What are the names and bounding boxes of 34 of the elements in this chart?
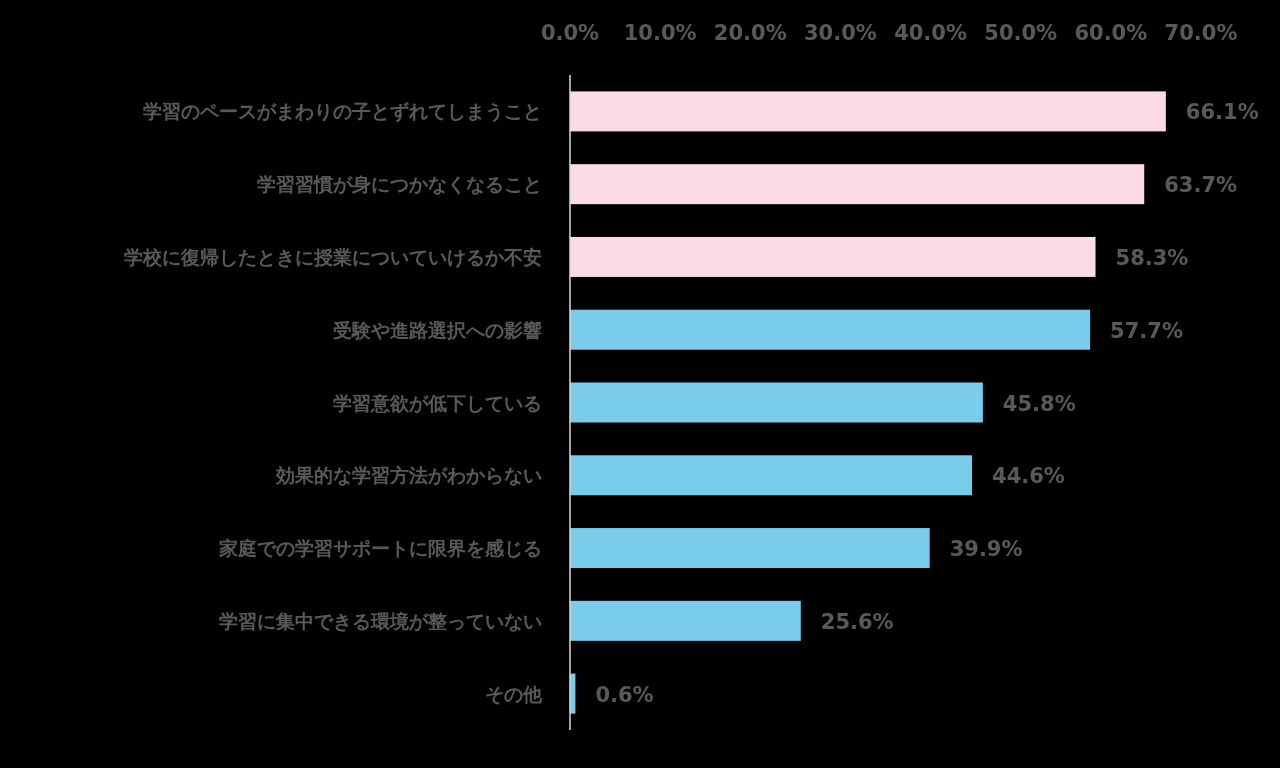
data-label: 63.7% <box>1164 173 1238 198</box>
x-tick-label: 0.0% <box>540 21 600 45</box>
y-tick-label: 受験や進路選択への影響 <box>333 318 542 341</box>
bar <box>570 309 1091 350</box>
x-tick-label: 60.0% <box>1074 21 1148 45</box>
data-label: 66.1% <box>1185 100 1259 125</box>
data-label: 44.6% <box>992 464 1065 489</box>
bar <box>570 455 973 496</box>
bar <box>570 382 983 423</box>
x-tick-label: 10.0% <box>623 21 697 45</box>
bar <box>570 528 930 569</box>
y-tick-label: 効果的な学習方法がわからない <box>275 464 542 487</box>
bar <box>570 236 1096 277</box>
bar <box>570 600 801 641</box>
y-tick-label: 学習に集中できる環境が整っていない <box>219 609 542 632</box>
bar <box>570 91 1166 132</box>
y-tick-label: 学校に復帰したときに授業についていけるか不安 <box>124 245 542 268</box>
data-label: 45.8% <box>1002 391 1076 416</box>
y-tick-label: 学習意欲が低下している <box>333 391 542 414</box>
y-tick-label: 学習のペースがまわりの子とずれてしまうこと <box>143 100 542 124</box>
data-label: 58.3% <box>1115 245 1189 270</box>
x-tick-label: 70.0% <box>1164 21 1238 45</box>
x-tick-label: 50.0% <box>984 21 1058 45</box>
data-label: 57.7% <box>1110 318 1183 343</box>
y-tick-label: 学習習慣が身につかなくなること <box>257 173 542 196</box>
data-label: 39.9% <box>949 537 1023 562</box>
x-tick-label: 20.0% <box>713 21 787 45</box>
y-tick-label: その他 <box>485 682 543 705</box>
x-tick-label: 40.0% <box>894 21 967 45</box>
y-tick-label: 家庭での学習サポートに限界を感じる <box>218 537 542 560</box>
data-label: 0.6% <box>595 682 654 707</box>
x-tick-label: 30.0% <box>804 21 877 45</box>
data-label: 25.6% <box>820 609 894 634</box>
bar <box>570 164 1145 205</box>
